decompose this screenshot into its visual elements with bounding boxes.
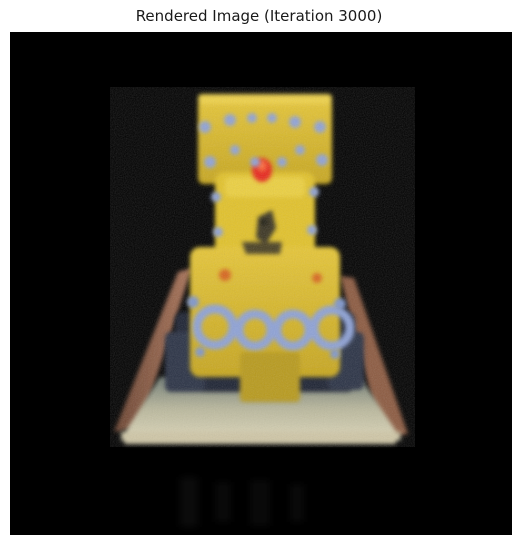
rendered-scene (110, 87, 415, 527)
ground-reflection (180, 477, 304, 527)
figure-title: Rendered Image (Iteration 3000) (135, 7, 383, 25)
rendered-image (10, 32, 512, 535)
splat-noise (110, 87, 415, 447)
